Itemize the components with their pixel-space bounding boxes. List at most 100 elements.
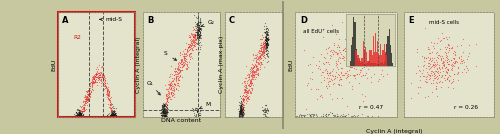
Point xyxy=(320,63,328,66)
Point xyxy=(263,32,271,34)
Point xyxy=(111,113,119,115)
Point xyxy=(90,82,98,85)
Point xyxy=(354,114,362,116)
Point xyxy=(161,115,169,117)
Point xyxy=(96,76,104,78)
Point xyxy=(262,53,270,55)
Point xyxy=(320,76,328,78)
Point xyxy=(90,78,98,81)
Point xyxy=(158,107,166,109)
Point xyxy=(176,69,184,71)
Point xyxy=(194,34,202,36)
Point xyxy=(108,115,116,117)
Point xyxy=(244,83,252,85)
Point xyxy=(78,110,86,112)
Point xyxy=(361,16,369,18)
Point xyxy=(252,76,260,78)
Point xyxy=(262,46,270,49)
Point xyxy=(264,39,272,41)
Point xyxy=(334,58,342,60)
Point xyxy=(158,106,166,108)
Y-axis label: Cyclin A (max pix): Cyclin A (max pix) xyxy=(218,36,224,93)
Point xyxy=(250,66,258,69)
Point xyxy=(427,82,435,84)
Point xyxy=(106,113,114,115)
Point xyxy=(172,77,180,79)
Point xyxy=(237,113,245,115)
Point xyxy=(164,83,172,85)
Point xyxy=(81,102,89,104)
Point xyxy=(162,88,170,90)
Point xyxy=(108,108,116,110)
Point xyxy=(261,22,269,24)
Point xyxy=(264,33,272,35)
Point xyxy=(362,72,370,74)
Point xyxy=(180,53,188,55)
Point xyxy=(333,66,341,68)
Point xyxy=(352,52,360,54)
Point xyxy=(172,80,180,82)
Point xyxy=(197,24,205,27)
Point xyxy=(444,86,452,88)
Point xyxy=(190,39,198,41)
Point xyxy=(173,71,181,73)
Point xyxy=(86,91,94,93)
Point xyxy=(430,61,438,63)
Point xyxy=(190,112,198,114)
Point xyxy=(110,114,118,116)
Point xyxy=(93,70,101,72)
Point xyxy=(162,103,170,105)
Point xyxy=(449,52,457,55)
Point xyxy=(239,107,247,109)
Point xyxy=(339,49,347,51)
Point xyxy=(74,113,82,115)
Point xyxy=(252,57,260,59)
Point xyxy=(110,113,118,115)
Point xyxy=(164,110,172,112)
Point xyxy=(88,79,96,82)
Point xyxy=(336,78,344,80)
Point xyxy=(238,98,246,100)
Point xyxy=(449,87,457,89)
Point xyxy=(256,55,264,57)
Point xyxy=(359,100,367,102)
Point xyxy=(76,110,84,112)
Point xyxy=(110,115,118,117)
Point xyxy=(258,53,266,55)
Point xyxy=(262,39,270,42)
Point xyxy=(194,27,202,29)
Point xyxy=(194,33,202,35)
Point xyxy=(239,107,247,109)
Point xyxy=(472,64,480,67)
Point xyxy=(260,36,268,38)
Point xyxy=(75,113,83,115)
Point xyxy=(264,41,272,44)
Point xyxy=(78,110,86,112)
Point xyxy=(73,114,81,116)
Point xyxy=(104,115,112,117)
Point xyxy=(367,81,375,83)
Point xyxy=(157,114,165,116)
Point xyxy=(178,63,186,65)
Point xyxy=(256,62,264,64)
Point xyxy=(100,76,108,78)
Point xyxy=(443,78,451,80)
Point xyxy=(236,110,244,112)
Point xyxy=(104,113,112,115)
Point xyxy=(190,39,198,41)
Point xyxy=(236,112,244,115)
Point xyxy=(362,65,370,67)
Point xyxy=(74,115,82,117)
Point xyxy=(304,82,312,84)
Point xyxy=(378,28,386,30)
Point xyxy=(263,40,271,42)
Point xyxy=(84,90,92,92)
Point xyxy=(88,77,96,79)
Point xyxy=(172,70,180,72)
Point xyxy=(162,106,170,108)
Point xyxy=(104,92,112,94)
Point xyxy=(263,42,271,44)
Point xyxy=(167,81,175,83)
Point xyxy=(74,115,82,118)
Point xyxy=(163,111,171,113)
